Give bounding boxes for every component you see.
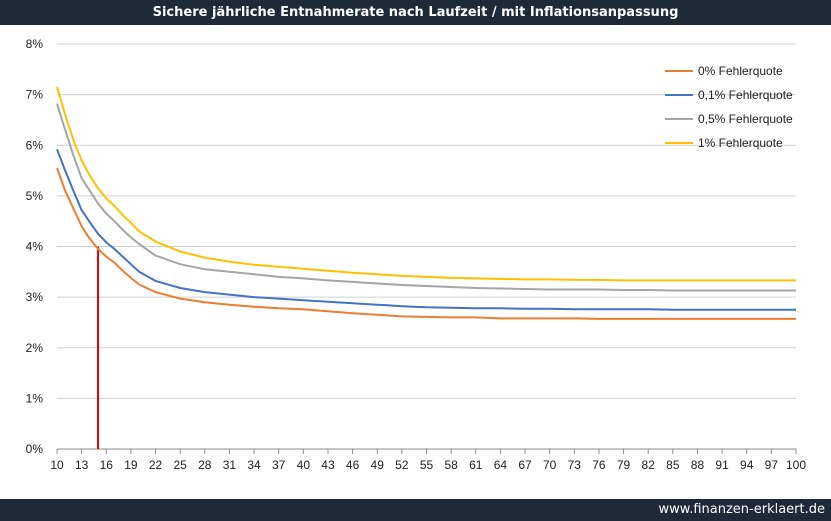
line-chart: 0% 1% 2% 3% 4% 5% 6% 7% 8% 10 13 16 19 22 25 28 31 34 37 4… [26, 37, 807, 472]
x-tick-label: 40 [297, 458, 311, 472]
x-tick-label: 16 [100, 458, 114, 472]
x-tick-label: 76 [592, 458, 606, 472]
x-tick-label: 10 [50, 458, 64, 472]
legend: 0% Fehlerquote 0,1% Fehlerquote 0,5% Fehle… [665, 64, 793, 150]
x-tick-label: 58 [444, 458, 458, 472]
x-tick-label: 73 [568, 458, 582, 472]
x-tick-label: 13 [75, 458, 89, 472]
x-tick-label: 31 [223, 458, 237, 472]
y-tick-label: 4% [26, 240, 44, 254]
x-tick-label: 64 [494, 458, 508, 472]
series-line-4 [56, 86, 796, 282]
y-tick-label: 6% [26, 138, 44, 152]
legend-label: 0,5% Fehlerquote [698, 112, 793, 126]
y-tick-label: 2% [26, 341, 44, 355]
x-tick-label: 52 [395, 458, 409, 472]
x-tick-label: 91 [715, 458, 729, 472]
y-tick-label: 5% [26, 189, 44, 203]
x-tick-label: 94 [740, 458, 754, 472]
series-line-2 [56, 148, 796, 311]
grid-lines [57, 43, 796, 450]
series-line-3 [56, 103, 796, 292]
chart-title: Sichere jährliche Entnahmerate nach Lauf… [0, 0, 831, 25]
x-tick-label: 46 [346, 458, 360, 472]
x-tick-label: 100 [786, 458, 806, 472]
x-tick-label: 37 [272, 458, 286, 472]
x-tick-label: 43 [321, 458, 335, 472]
y-axis: 0% 1% 2% 3% 4% 5% 6% 7% 8% [26, 37, 44, 456]
legend-label: 0,1% Fehlerquote [698, 88, 793, 102]
x-tick-label: 85 [666, 458, 680, 472]
x-tick-label: 22 [149, 458, 163, 472]
x-tick-label: 79 [617, 458, 631, 472]
x-axis: 10 13 16 19 22 25 28 31 34 37 40 43 46 49 52 55 58 61 64 67… [50, 449, 806, 472]
x-tick-label: 49 [371, 458, 385, 472]
x-tick-label: 61 [469, 458, 483, 472]
x-tick-label: 70 [543, 458, 557, 472]
x-tick-label: 88 [691, 458, 705, 472]
x-tick-label: 28 [198, 458, 212, 472]
y-tick-label: 0% [26, 442, 44, 456]
x-tick-label: 97 [765, 458, 779, 472]
footer-url: www.finanzen-erklaert.de [658, 502, 826, 517]
x-tick-label: 67 [518, 458, 532, 472]
series-lines [56, 86, 796, 320]
x-tick-label: 82 [642, 458, 656, 472]
x-tick-label: 25 [173, 458, 187, 472]
y-tick-label: 8% [26, 37, 44, 51]
x-tick-label: 55 [420, 458, 434, 472]
y-tick-label: 1% [26, 391, 44, 405]
y-tick-label: 7% [26, 88, 44, 102]
series-line-1 [56, 167, 796, 320]
footer-bar: www.finanzen-erklaert.de [0, 499, 831, 521]
y-tick-label: 3% [26, 290, 44, 304]
x-tick-label: 19 [124, 458, 138, 472]
legend-label: 0% Fehlerquote [698, 64, 783, 78]
x-tick-label: 34 [247, 458, 261, 472]
legend-label: 1% Fehlerquote [698, 136, 783, 150]
